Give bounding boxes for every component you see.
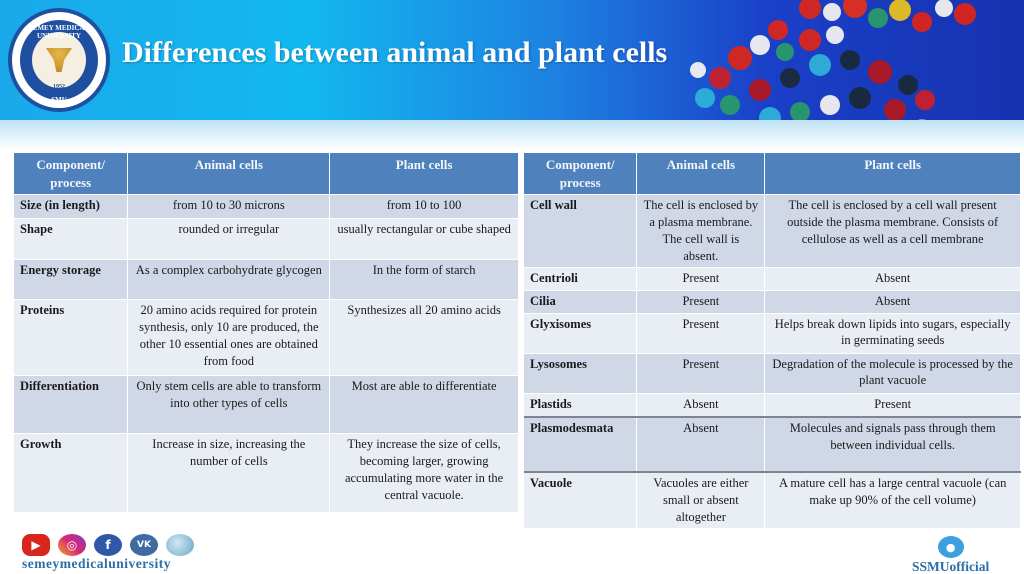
row-component: Differentiation — [14, 375, 129, 434]
table-row: Cell wall The cell is enclosed by a plas… — [524, 194, 1021, 268]
row-component: Shape — [14, 218, 129, 260]
row-animal: rounded or irregular — [127, 218, 331, 260]
row-component: Glyxisomes — [524, 312, 638, 354]
row-component: Size (in length) — [14, 194, 129, 219]
row-component: Cilia — [524, 289, 638, 314]
web-icon[interactable] — [166, 534, 194, 556]
row-plant: They increase the size of cells, becomin… — [329, 433, 519, 512]
row-component: Proteins — [14, 299, 129, 376]
row-component: Plasmodesmata — [524, 416, 638, 473]
university-logo: SEMEY MEDICAL UNIVERSITY 1952 SMU — [8, 8, 110, 112]
table-row: Size (in length) from 10 to 30 microns f… — [14, 194, 519, 219]
column-header-animal: Animal cells — [127, 153, 331, 195]
row-animal: Present — [636, 352, 766, 394]
row-plant: Synthesizes all 20 amino acids — [329, 299, 519, 376]
row-component: Cell wall — [524, 194, 638, 268]
header-fade — [0, 120, 1024, 150]
column-header-animal: Animal cells — [636, 153, 766, 195]
dna-helix-image — [690, 0, 976, 125]
row-plant: Degradation of the molecule is processed… — [764, 352, 1021, 394]
instagram-icon[interactable]: ◎ — [58, 534, 86, 556]
column-header-component: Component/ process — [524, 153, 638, 195]
row-animal: Present — [636, 289, 766, 314]
footer-handle-left: semeymedicaluniversity — [22, 556, 171, 571]
logo-top-text: SEMEY MEDICAL UNIVERSITY — [28, 24, 90, 40]
row-animal: Absent — [636, 416, 766, 473]
table-row: Cilia Present Absent — [524, 289, 1021, 314]
twitter-icon[interactable]: ● — [937, 536, 964, 558]
facebook-icon[interactable]: f — [94, 534, 122, 556]
row-component: Vacuole — [524, 471, 638, 528]
row-plant: A mature cell has a large central vacuol… — [764, 471, 1021, 528]
row-animal: Only stem cells are able to transform in… — [127, 375, 331, 434]
footer-handle-right: SSMUofficial — [912, 559, 990, 574]
row-animal: The cell is enclosed by a plasma membran… — [636, 194, 766, 268]
row-plant: In the form of starch — [329, 259, 519, 300]
table-row: Vacuole Vacuoles are either small or abs… — [524, 471, 1021, 528]
row-component: Energy storage — [14, 259, 129, 300]
logo-bottom-text: SMU — [51, 96, 67, 104]
table-header-row: Component/ process Animal cells Plant ce… — [14, 153, 519, 195]
row-animal: from 10 to 30 microns — [127, 194, 331, 219]
table-row: Proteins 20 amino acids required for pro… — [14, 299, 519, 376]
column-header-component: Component/ process — [14, 153, 129, 195]
row-animal: Present — [636, 312, 766, 354]
footer-twitter: ● SSMUofficial — [912, 536, 989, 574]
vk-icon[interactable]: VK — [130, 534, 158, 556]
youtube-icon[interactable]: ▶ — [22, 534, 50, 556]
row-animal: Absent — [636, 392, 766, 418]
table-header-row: Component/ process Animal cells Plant ce… — [524, 153, 1021, 195]
footer-social-links: ▶ ◎ f VK semeymedicaluniversity — [22, 534, 194, 572]
row-animal: As a complex carbohydrate glycogen — [127, 259, 331, 300]
row-animal: Increase in size, increasing the number … — [127, 433, 331, 512]
table-row: Growth Increase in size, increasing the … — [14, 433, 519, 512]
row-plant: Most are able to differentiate — [329, 375, 519, 434]
header-banner: SEMEY MEDICAL UNIVERSITY 1952 SMU Differ… — [0, 0, 1024, 125]
table-row: Plasmodesmata Absent Molecules and signa… — [524, 416, 1021, 473]
row-plant: Helps break down lipids into sugars, esp… — [764, 312, 1021, 354]
row-plant: Absent — [764, 289, 1021, 314]
table-row: Energy storage As a complex carbohydrate… — [14, 259, 519, 300]
logo-year: 1952 — [53, 84, 65, 90]
table-row: Shape rounded or irregular usually recta… — [14, 218, 519, 260]
column-header-plant: Plant cells — [764, 153, 1021, 195]
column-header-plant: Plant cells — [329, 153, 519, 195]
row-component: Centrioli — [524, 266, 638, 291]
row-animal: Present — [636, 266, 766, 291]
table-row: Glyxisomes Present Helps break down lipi… — [524, 312, 1021, 354]
comparison-table-right: Component/ process Animal cells Plant ce… — [524, 153, 1021, 528]
row-animal: Vacuoles are either small or absent alto… — [636, 471, 766, 528]
comparison-table-left: Component/ process Animal cells Plant ce… — [14, 153, 519, 512]
table-row: Differentiation Only stem cells are able… — [14, 375, 519, 434]
row-component: Growth — [14, 433, 129, 512]
row-plant: Absent — [764, 266, 1021, 291]
row-plant: usually rectangular or cube shaped — [329, 218, 519, 260]
row-plant: Present — [764, 392, 1021, 418]
table-row: Lysosomes Present Degradation of the mol… — [524, 352, 1021, 394]
page-title: Differences between animal and plant cel… — [122, 36, 668, 69]
row-animal: 20 amino acids required for protein synt… — [127, 299, 331, 376]
row-plant: The cell is enclosed by a cell wall pres… — [764, 194, 1021, 268]
table-row: Plastids Absent Present — [524, 392, 1021, 418]
row-plant: Molecules and signals pass through them … — [764, 416, 1021, 473]
row-component: Lysosomes — [524, 352, 638, 394]
table-row: Centrioli Present Absent — [524, 266, 1021, 291]
row-plant: from 10 to 100 — [329, 194, 519, 219]
row-component: Plastids — [524, 392, 638, 418]
